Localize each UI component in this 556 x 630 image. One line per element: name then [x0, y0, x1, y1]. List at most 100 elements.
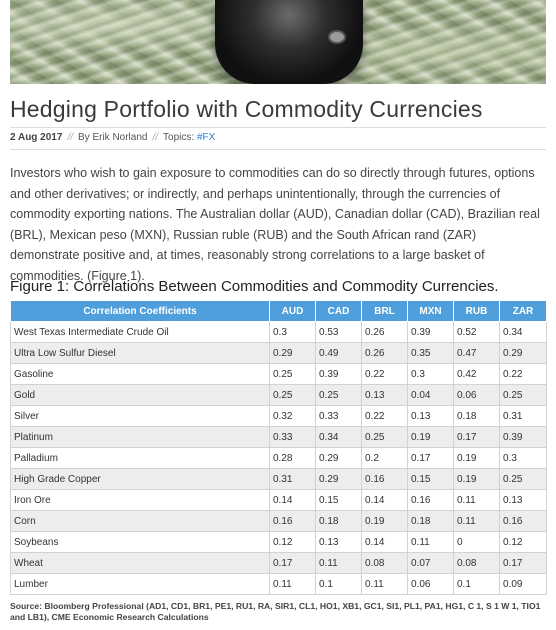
correlation-value-cell: 0.1 — [315, 573, 362, 595]
correlation-value-cell: 0.39 — [407, 321, 454, 343]
article-meta: 2 Aug 2017 // By Erik Norland // Topics: #FX — [10, 132, 215, 143]
correlation-value-cell: 0.47 — [453, 342, 500, 364]
correlation-value-cell: 0.29 — [269, 342, 316, 364]
correlation-value-cell: 0.25 — [361, 426, 408, 448]
correlation-value-cell: 0.19 — [453, 468, 500, 490]
table-row: Corn 0.16 0.18 0.19 0.18 0.11 0.16 — [10, 510, 547, 532]
correlation-value-cell: 0.22 — [499, 363, 547, 385]
intro-paragraph: Investors who wish to gain exposure to c… — [10, 166, 540, 283]
table-row: Gasoline 0.25 0.39 0.22 0.3 0.42 0.22 — [10, 363, 547, 385]
correlation-value-cell: 0.49 — [315, 342, 362, 364]
correlation-value-cell: 0.39 — [315, 363, 362, 385]
correlation-value-cell: 0.17 — [499, 552, 547, 574]
commodity-name-cell: Iron Ore — [10, 489, 270, 511]
table-row: Soybeans 0.12 0.13 0.14 0.11 0 0.12 — [10, 531, 547, 553]
correlation-value-cell: 0.34 — [315, 426, 362, 448]
correlation-value-cell: 0.16 — [269, 510, 316, 532]
correlation-value-cell: 0.29 — [499, 342, 547, 364]
topics-label: Topics: — [163, 132, 195, 143]
correlation-value-cell: 0.25 — [269, 363, 316, 385]
correlation-value-cell: 0.19 — [361, 510, 408, 532]
correlation-value-cell: 0.29 — [315, 447, 362, 469]
correlation-value-cell: 0.33 — [269, 426, 316, 448]
table-row: Platinum 0.33 0.34 0.25 0.19 0.17 0.39 — [10, 426, 547, 448]
correlation-value-cell: 0.08 — [361, 552, 408, 574]
correlation-value-cell: 0.11 — [361, 573, 408, 595]
correlation-value-cell: 0.3 — [499, 447, 547, 469]
correlation-value-cell: 0.52 — [453, 321, 500, 343]
correlation-value-cell: 0.14 — [361, 489, 408, 511]
table-header-row: Correlation Coefficients AUD CAD BRL MXN RUB Z… — [10, 300, 547, 322]
commodity-name-cell: Palladium — [10, 447, 270, 469]
correlation-value-cell: 0.16 — [407, 489, 454, 511]
table-row: Iron Ore 0.14 0.15 0.14 0.16 0.11 0.13 — [10, 489, 547, 511]
commodity-name-cell: Wheat — [10, 552, 270, 574]
correlation-value-cell: 0.14 — [269, 489, 316, 511]
correlation-value-cell: 0.29 — [315, 468, 362, 490]
correlation-value-cell: 0.18 — [407, 510, 454, 532]
correlation-value-cell: 0.13 — [499, 489, 547, 511]
table-row: Lumber 0.11 0.1 0.11 0.06 0.1 0.09 — [10, 573, 547, 595]
correlation-value-cell: 0.14 — [361, 531, 408, 553]
correlation-value-cell: 0.13 — [407, 405, 454, 427]
topic-link-fx[interactable]: #FX — [196, 132, 216, 143]
commodity-name-cell: Silver — [10, 405, 270, 427]
correlation-value-cell: 0.19 — [453, 447, 500, 469]
correlation-value-cell: 0.06 — [407, 573, 454, 595]
correlation-value-cell: 0.25 — [315, 384, 362, 406]
correlation-value-cell: 0.17 — [407, 447, 454, 469]
article-title: Hedging Portfolio with Commodity Currenc… — [10, 96, 483, 122]
header-correlation-coefficients: Correlation Coefficients — [10, 300, 270, 322]
correlation-value-cell: 0.28 — [269, 447, 316, 469]
correlation-value-cell: 0 — [453, 531, 500, 553]
correlation-value-cell: 0.32 — [269, 405, 316, 427]
correlation-value-cell: 0.31 — [499, 405, 547, 427]
correlation-value-cell: 0.33 — [315, 405, 362, 427]
correlation-value-cell: 0.3 — [407, 363, 454, 385]
table-row: West Texas Intermediate Crude Oil 0.3 0.53… — [10, 321, 547, 343]
header-brl: BRL — [361, 300, 408, 322]
correlation-value-cell: 0.3 — [269, 321, 316, 343]
commodity-name-cell: Platinum — [10, 426, 270, 448]
table-row: Ultra Low Sulfur Diesel 0.29 0.49 0.26 0.35 0… — [10, 342, 547, 364]
correlation-value-cell: 0.04 — [407, 384, 454, 406]
commodity-name-cell: Soybeans — [10, 531, 270, 553]
correlation-value-cell: 0.39 — [499, 426, 547, 448]
meta-divider — [10, 149, 546, 150]
correlation-value-cell: 0.53 — [315, 321, 362, 343]
table-row: Palladium 0.28 0.29 0.2 0.17 0.19 0.3 — [10, 447, 547, 469]
correlation-value-cell: 0.13 — [361, 384, 408, 406]
correlation-value-cell: 0.15 — [407, 468, 454, 490]
correlation-value-cell: 0.26 — [361, 321, 408, 343]
correlation-value-cell: 0.42 — [453, 363, 500, 385]
correlation-value-cell: 0.11 — [269, 573, 316, 595]
commodity-name-cell: Gasoline — [10, 363, 270, 385]
table-row: High Grade Copper 0.31 0.29 0.16 0.15 0.19 0.2… — [10, 468, 547, 490]
table-row: Silver 0.32 0.33 0.22 0.13 0.18 0.31 — [10, 405, 547, 427]
correlation-value-cell: 0.35 — [407, 342, 454, 364]
correlation-value-cell: 0.1 — [453, 573, 500, 595]
correlation-value-cell: 0.18 — [453, 405, 500, 427]
commodity-name-cell: Gold — [10, 384, 270, 406]
correlation-value-cell: 0.25 — [269, 384, 316, 406]
correlation-value-cell: 0.08 — [453, 552, 500, 574]
header-zar: ZAR — [499, 300, 547, 322]
commodity-name-cell: High Grade Copper — [10, 468, 270, 490]
correlation-value-cell: 0.25 — [499, 384, 547, 406]
header-mxn: MXN — [407, 300, 454, 322]
correlation-table: Correlation Coefficients AUD CAD BRL MXN RUB Z… — [10, 300, 547, 595]
correlation-value-cell: 0.31 — [269, 468, 316, 490]
correlation-value-cell: 0.18 — [315, 510, 362, 532]
meta-separator: // — [67, 132, 73, 143]
meta-separator: // — [152, 132, 159, 143]
correlation-value-cell: 0.12 — [499, 531, 547, 553]
header-rub: RUB — [453, 300, 500, 322]
hero-image — [10, 0, 546, 84]
commodity-name-cell: Lumber — [10, 573, 270, 595]
commodity-name-cell: Ultra Low Sulfur Diesel — [10, 342, 270, 364]
correlation-value-cell: 0.25 — [499, 468, 547, 490]
title-divider — [10, 127, 546, 128]
author: By Erik Norland — [78, 132, 148, 143]
correlation-value-cell: 0.16 — [499, 510, 547, 532]
correlation-value-cell: 0.07 — [407, 552, 454, 574]
